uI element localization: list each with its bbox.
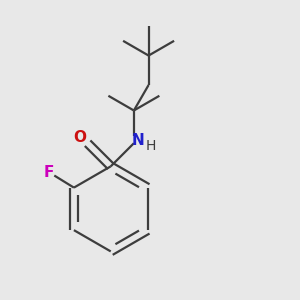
Text: F: F [43,165,54,180]
Text: O: O [73,130,86,145]
Text: N: N [131,133,144,148]
Text: H: H [146,139,156,153]
